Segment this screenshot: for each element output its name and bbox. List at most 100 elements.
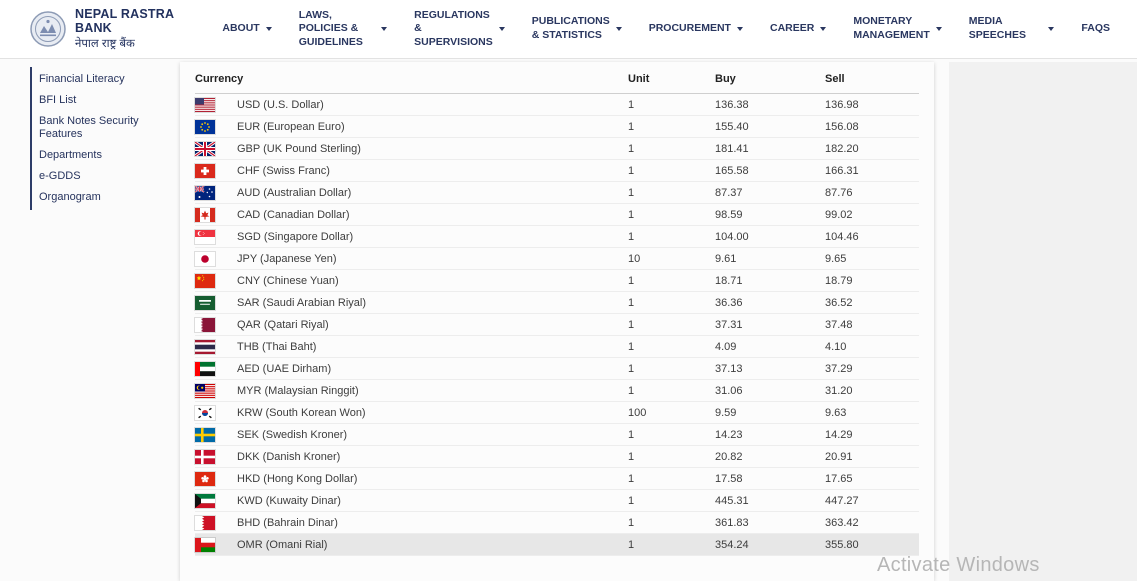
chevron-down-icon [736,26,743,31]
rate-row-omr[interactable]: OMR (Omani Rial) 1 354.24 355.80 [195,533,919,556]
flag-ae-icon [195,361,215,376]
nav-item-publications[interactable]: PUBLICATIONS & STATISTICS [532,15,622,42]
buy-rate: 445.31 [715,489,825,512]
sell-rate: 156.08 [825,115,919,138]
nav-item-procurement[interactable]: PROCUREMENT [649,22,743,36]
rate-row-thb[interactable]: THB (Thai Baht) 1 4.09 4.10 [195,335,919,358]
buy-rate: 165.58 [715,159,825,182]
currency-name: JPY (Japanese Yen) [237,252,337,265]
currency-name: CHF (Swiss Franc) [237,164,330,177]
sidebar-item-bank-notes-security-features[interactable]: Bank Notes Security Features [39,115,139,140]
rate-row-myr[interactable]: MYR (Malaysian Ringgit) 1 31.06 31.20 [195,379,919,402]
rate-row-chf[interactable]: CHF (Swiss Franc) 1 165.58 166.31 [195,159,919,182]
currency-cell: GBP (UK Pound Sterling) [195,137,628,160]
rate-row-bhd[interactable]: BHD (Bahrain Dinar) 1 361.83 363.42 [195,511,919,534]
rate-row-jpy[interactable]: JPY (Japanese Yen) 10 9.61 9.65 [195,247,919,270]
unit-value: 1 [628,533,715,556]
flag-cn-icon [195,273,215,288]
buy-rate: 354.24 [715,533,825,556]
buy-rate: 136.38 [715,93,825,116]
rate-row-cad[interactable]: CAD (Canadian Dollar) 1 98.59 99.02 [195,203,919,226]
rate-row-eur[interactable]: EUR (European Euro) 1 155.40 156.08 [195,115,919,138]
nav-item-monetary[interactable]: MONETARY MANAGEMENT [853,15,942,42]
rate-row-sgd[interactable]: SGD (Singapore Dollar) 1 104.00 104.46 [195,225,919,248]
currency-name: KRW (South Korean Won) [237,406,366,419]
rate-row-usd[interactable]: USD (U.S. Dollar) 1 136.38 136.98 [195,93,919,116]
sidebar-item-departments[interactable]: Departments [39,149,102,161]
flag-hk-icon [195,471,215,486]
chevron-down-icon [935,26,942,31]
rate-row-krw[interactable]: KRW (South Korean Won) 100 9.59 9.63 [195,401,919,424]
rate-row-cny[interactable]: CNY (Chinese Yuan) 1 18.71 18.79 [195,269,919,292]
currency-name: KWD (Kuwaity Dinar) [237,494,341,507]
unit-value: 1 [628,357,715,380]
nav-item-label: LAWS, POLICIES & GUIDELINES [298,8,363,48]
unit-value: 1 [628,335,715,358]
currency-name: CAD (Canadian Dollar) [237,208,350,221]
rate-row-aud[interactable]: AUD (Australian Dollar) 1 87.37 87.76 [195,181,919,204]
rate-row-kwd[interactable]: KWD (Kuwaity Dinar) 1 445.31 447.27 [195,489,919,512]
rate-row-aed[interactable]: AED (UAE Dirham) 1 37.13 37.29 [195,357,919,380]
currency-cell: SGD (Singapore Dollar) [195,225,628,248]
currency-cell: BHD (Bahrain Dinar) [195,511,628,534]
flag-th-icon [195,339,215,354]
sell-rate: 136.98 [825,93,919,116]
sell-rate: 182.20 [825,137,919,160]
sidebar-item-financial-literacy[interactable]: Financial Literacy [39,73,125,85]
unit-value: 10 [628,247,715,270]
currency-cell: KWD (Kuwaity Dinar) [195,489,628,512]
currency-cell: JPY (Japanese Yen) [195,247,628,270]
buy-rate: 37.13 [715,357,825,380]
brand-text: NEPAL RASTRA BANK नेपाल राष्ट्र बैंक [75,7,196,51]
rate-row-hkd[interactable]: HKD (Hong Kong Dollar) 1 17.58 17.65 [195,467,919,490]
page-body: Financial Literacy BFI List Bank Notes Sec… [0,59,1137,581]
buy-rate: 98.59 [715,203,825,226]
unit-value: 1 [628,313,715,336]
sell-rate: 31.20 [825,379,919,402]
unit-value: 1 [628,489,715,512]
buy-rate: 4.09 [715,335,825,358]
unit-value: 1 [628,93,715,116]
rate-row-sar[interactable]: SAR (Saudi Arabian Riyal) 1 36.36 36.52 [195,291,919,314]
currency-cell: MYR (Malaysian Ringgit) [195,379,628,402]
activate-windows-watermark: Activate Windows [877,554,1040,576]
nav-item-career[interactable]: CAREER [770,22,827,36]
nav-item-regulations[interactable]: REGULATIONS & SUPERVISIONS [414,9,505,50]
chevron-down-icon [1048,26,1055,31]
rate-row-sek[interactable]: SEK (Swedish Kroner) 1 14.23 14.29 [195,423,919,446]
brand-logo-block[interactable]: NEPAL RASTRA BANK नेपाल राष्ट्र बैंक [30,7,196,51]
currency-name: HKD (Hong Kong Dollar) [237,472,358,485]
sidebar-item-bfi-list[interactable]: BFI List [39,94,77,106]
unit-value: 1 [628,269,715,292]
nav-item-label: PUBLICATIONS & STATISTICS [531,15,610,41]
rate-row-qar[interactable]: QAR (Qatari Riyal) 1 37.31 37.48 [195,313,919,336]
buy-rate: 20.82 [715,445,825,468]
flag-sa-icon [195,295,215,310]
buy-rate: 181.41 [715,137,825,160]
currency-name: CNY (Chinese Yuan) [237,274,339,287]
currency-cell: DKK (Danish Kroner) [195,445,628,468]
currency-cell: SEK (Swedish Kroner) [195,423,628,446]
currency-cell: EUR (European Euro) [195,115,628,138]
currency-cell: THB (Thai Baht) [195,335,628,358]
page-background-gray [949,62,1137,581]
buy-rate: 155.40 [715,115,825,138]
sell-rate: 355.80 [825,533,919,556]
sidebar-item-e-gdds[interactable]: e-GDDS [39,170,81,182]
nav-item-about[interactable]: ABOUT [222,22,272,36]
unit-value: 100 [628,401,715,424]
buy-rate: 361.83 [715,511,825,534]
nav-item-laws[interactable]: LAWS, POLICIES & GUIDELINES [298,8,388,50]
flag-us-icon [195,97,215,112]
rate-row-gbp[interactable]: GBP (UK Pound Sterling) 1 181.41 182.20 [195,137,919,160]
sidebar-item-organogram[interactable]: Organogram [39,191,101,203]
nav-item-faqs[interactable]: FAQS [1081,22,1110,36]
currency-name: AUD (Australian Dollar) [237,186,352,199]
nav-item-media[interactable]: MEDIA SPEECHES [969,15,1055,42]
unit-value: 1 [628,291,715,314]
currency-cell: OMR (Omani Rial) [195,533,628,556]
rate-row-dkk[interactable]: DKK (Danish Kroner) 1 20.82 20.91 [195,445,919,468]
sell-rate: 9.63 [825,401,919,424]
sell-rate: 9.65 [825,247,919,270]
flag-ca-icon [195,207,215,222]
